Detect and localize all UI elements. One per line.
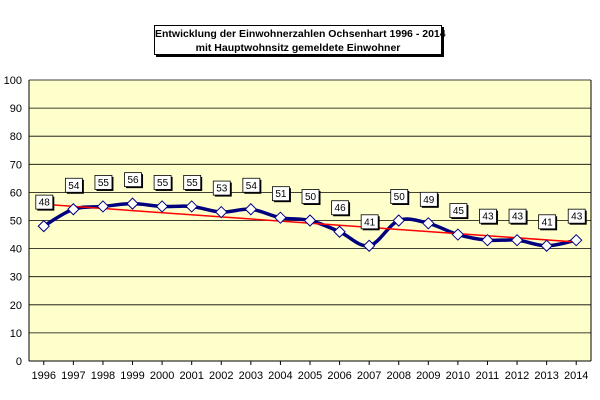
x-tick-label-2005: 2005 <box>298 370 322 382</box>
data-label-2007: 41 <box>364 217 376 228</box>
x-tick-label-2014: 2014 <box>564 370 588 382</box>
data-point-1996 <box>37 219 50 233</box>
x-tick-label-2007: 2007 <box>357 370 381 382</box>
data-point-2008 <box>392 214 405 227</box>
x-tick-label-1999: 1999 <box>120 370 144 382</box>
data-point-2011 <box>481 233 494 247</box>
x-tick-label-2008: 2008 <box>386 370 410 382</box>
data-label-box-1997 <box>64 177 83 193</box>
y-tick-label-30: 30 <box>10 272 22 284</box>
x-tick-label-2011: 2011 <box>476 370 500 382</box>
data-point-2001 <box>185 200 198 213</box>
x-tick-label-2009: 2009 <box>416 370 440 382</box>
y-tick-label-70: 70 <box>10 159 22 171</box>
data-label-box-2009 <box>419 191 438 207</box>
x-tick-label-1998: 1998 <box>91 370 115 382</box>
x-tick-label-2002: 2002 <box>209 370 233 382</box>
y-tick-label-10: 10 <box>10 328 22 340</box>
data-label-box-2013 <box>538 214 557 230</box>
data-label-box-2014 <box>567 208 586 224</box>
data-label-2003: 54 <box>246 181 258 192</box>
data-label-box-2011 <box>479 208 497 224</box>
data-point-2002 <box>215 205 228 219</box>
data-label-box-1999 <box>124 172 142 188</box>
y-tick-label-40: 40 <box>10 244 22 256</box>
data-label-1997: 54 <box>68 181 80 192</box>
x-tick-label-1996: 1996 <box>32 370 56 382</box>
data-label-2002: 53 <box>216 184 228 195</box>
data-label-box-2012 <box>508 208 527 224</box>
data-point-2009 <box>422 217 435 230</box>
data-label-2004: 51 <box>275 189 287 200</box>
data-label-2008: 50 <box>394 192 406 203</box>
chart-subtitle: mit Hauptwohnsitz gemeldete Einwohner <box>195 42 401 54</box>
data-point-1997 <box>67 203 80 216</box>
data-label-box-1998 <box>94 175 113 190</box>
x-tick-label-2013: 2013 <box>534 370 558 382</box>
x-tick-label-2006: 2006 <box>327 370 351 382</box>
x-tick-label-2012: 2012 <box>505 370 529 382</box>
data-label-2005: 50 <box>305 192 317 203</box>
data-label-2011: 43 <box>482 212 494 223</box>
data-point-2006 <box>333 225 346 238</box>
y-tick-label-0: 0 <box>16 356 22 368</box>
data-point-2013 <box>540 239 553 252</box>
data-label-box-2006 <box>331 200 349 216</box>
y-tick-label-60: 60 <box>10 187 22 199</box>
data-label-2010: 45 <box>453 206 465 217</box>
data-point-2000 <box>155 200 169 213</box>
data-point-2003 <box>244 203 258 216</box>
data-label-2013: 41 <box>542 217 554 228</box>
data-point-1998 <box>96 200 110 213</box>
data-point-2005 <box>303 214 317 227</box>
x-tick-label-2010: 2010 <box>446 370 470 382</box>
data-label-box-2005 <box>301 189 320 204</box>
data-label-1998: 55 <box>98 178 110 189</box>
chart-title-box: Entwicklung der Einwohnerzahlen Ochsenha… <box>154 25 446 55</box>
data-label-box-1996 <box>35 194 54 210</box>
data-point-2007 <box>362 239 376 252</box>
y-tick-label-100: 100 <box>4 75 22 87</box>
data-label-2000: 55 <box>157 178 169 189</box>
y-tick-label-80: 80 <box>10 131 22 143</box>
data-label-box-2002 <box>212 180 231 196</box>
x-tick-label-1997: 1997 <box>61 370 85 382</box>
x-tick-label-2003: 2003 <box>239 370 263 382</box>
data-label-box-2004 <box>272 186 290 202</box>
x-tick-label-2000: 2000 <box>150 370 174 382</box>
data-label-box-2007 <box>360 214 379 230</box>
data-label-2001: 55 <box>187 178 199 189</box>
data-label-2012: 43 <box>512 212 524 223</box>
data-label-2009: 49 <box>423 195 435 206</box>
y-tick-label-90: 90 <box>10 103 22 115</box>
data-point-2012 <box>510 233 524 247</box>
data-point-2010 <box>451 228 465 241</box>
data-label-2006: 46 <box>335 203 347 214</box>
data-label-box-2010 <box>449 203 468 218</box>
data-label-1996: 48 <box>39 198 51 209</box>
x-tick-label-2004: 2004 <box>268 370 292 382</box>
data-label-box-2003 <box>242 177 261 193</box>
data-label-box-2001 <box>183 175 202 190</box>
data-point-2004 <box>274 211 287 224</box>
data-label-1999: 56 <box>127 175 139 186</box>
data-point-2014 <box>570 233 583 247</box>
data-label-box-2000 <box>153 175 172 190</box>
y-tick-label-20: 20 <box>10 300 22 312</box>
data-label-box-2008 <box>390 189 409 204</box>
data-label-2014: 43 <box>571 212 583 223</box>
x-tick-label-2001: 2001 <box>179 370 203 382</box>
chart-title: Entwicklung der Einwohnerzahlen Ochsenha… <box>155 28 446 40</box>
y-tick-label-50: 50 <box>10 216 22 228</box>
data-point-1999 <box>126 197 139 210</box>
